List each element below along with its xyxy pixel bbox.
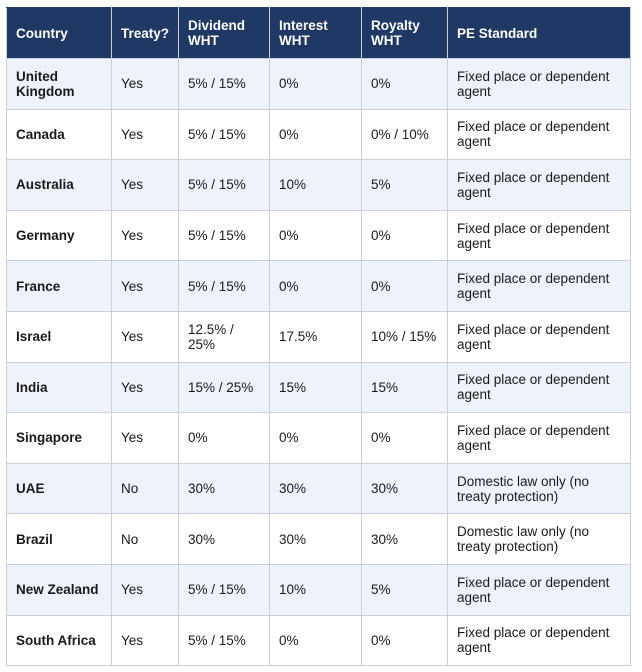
header-royalty-wht: Royalty WHT — [361, 7, 448, 59]
cell-pe-standard: Domestic law only (no treaty protection) — [447, 513, 631, 565]
cell-country: Australia — [6, 159, 112, 211]
cell-pe-standard: Fixed place or dependent agent — [447, 159, 631, 211]
cell-royalty: 5% — [361, 159, 448, 211]
cell-dividend: 30% — [178, 462, 270, 515]
cell-country: India — [6, 361, 112, 414]
cell-treaty: Yes — [111, 260, 179, 312]
table-row: UAE No 30% 30% 30% Domestic law only (no… — [6, 462, 631, 515]
header-row: Country Treaty? Dividend WHT Interest WH… — [6, 7, 631, 59]
cell-pe-standard: Fixed place or dependent agent — [447, 361, 631, 414]
cell-pe-standard: Fixed place or dependent agent — [447, 108, 631, 161]
cell-interest: 30% — [269, 513, 362, 565]
table-row: Australia Yes 5% / 15% 10% 5% Fixed plac… — [6, 159, 631, 211]
cell-treaty: Yes — [111, 412, 179, 464]
cell-country: New Zealand — [6, 563, 112, 616]
cell-interest: 0% — [269, 108, 362, 161]
cell-interest: 30% — [269, 462, 362, 515]
cell-country: Germany — [6, 209, 112, 262]
table-row: India Yes 15% / 25% 15% 15% Fixed place … — [6, 361, 631, 414]
cell-dividend: 5% / 15% — [178, 260, 270, 312]
cell-dividend: 5% / 15% — [178, 108, 270, 161]
cell-treaty: Yes — [111, 563, 179, 616]
table-row: New Zealand Yes 5% / 15% 10% 5% Fixed pl… — [6, 563, 631, 616]
header-pe-standard: PE Standard — [447, 7, 631, 59]
cell-treaty: Yes — [111, 361, 179, 414]
header-interest-wht: Interest WHT — [269, 7, 362, 59]
cell-interest: 10% — [269, 563, 362, 616]
table-header: Country Treaty? Dividend WHT Interest WH… — [6, 7, 631, 59]
cell-country: Singapore — [6, 412, 112, 464]
cell-interest: 0% — [269, 412, 362, 464]
cell-treaty: Yes — [111, 310, 179, 363]
cell-dividend: 5% / 15% — [178, 209, 270, 262]
header-country: Country — [6, 7, 112, 59]
table-row: Canada Yes 5% / 15% 0% 0% / 10% Fixed pl… — [6, 108, 631, 161]
cell-pe-standard: Fixed place or dependent agent — [447, 209, 631, 262]
cell-royalty: 0% — [361, 412, 448, 464]
cell-pe-standard: Fixed place or dependent agent — [447, 58, 631, 110]
table-row: France Yes 5% / 15% 0% 0% Fixed place or… — [6, 260, 631, 312]
cell-dividend: 5% / 15% — [178, 159, 270, 211]
cell-treaty: No — [111, 513, 179, 565]
table-row: Brazil No 30% 30% 30% Domestic law only … — [6, 513, 631, 565]
header-treaty: Treaty? — [111, 7, 179, 59]
cell-country: South Africa — [6, 614, 112, 667]
cell-interest: 0% — [269, 209, 362, 262]
cell-dividend: 5% / 15% — [178, 58, 270, 110]
cell-country: UAE — [6, 462, 112, 515]
treaty-comparison-table: Country Treaty? Dividend WHT Interest WH… — [6, 7, 631, 667]
cell-country: Brazil — [6, 513, 112, 565]
cell-royalty: 0% — [361, 58, 448, 110]
cell-dividend: 30% — [178, 513, 270, 565]
table-row: South Africa Yes 5% / 15% 0% 0% Fixed pl… — [6, 614, 631, 667]
cell-royalty: 15% — [361, 361, 448, 414]
cell-dividend: 12.5% / 25% — [178, 310, 270, 363]
cell-interest: 15% — [269, 361, 362, 414]
cell-royalty: 0% / 10% — [361, 108, 448, 161]
cell-royalty: 0% — [361, 260, 448, 312]
cell-country: United Kingdom — [6, 58, 112, 110]
cell-country: France — [6, 260, 112, 312]
cell-pe-standard: Fixed place or dependent agent — [447, 563, 631, 616]
cell-dividend: 5% / 15% — [178, 614, 270, 667]
cell-dividend: 15% / 25% — [178, 361, 270, 414]
cell-treaty: Yes — [111, 58, 179, 110]
cell-pe-standard: Fixed place or dependent agent — [447, 412, 631, 464]
cell-treaty: Yes — [111, 108, 179, 161]
cell-dividend: 5% / 15% — [178, 563, 270, 616]
cell-royalty: 30% — [361, 462, 448, 515]
cell-interest: 17.5% — [269, 310, 362, 363]
cell-pe-standard: Fixed place or dependent agent — [447, 310, 631, 363]
cell-treaty: Yes — [111, 209, 179, 262]
cell-country: Israel — [6, 310, 112, 363]
table-body: United Kingdom Yes 5% / 15% 0% 0% Fixed … — [6, 58, 631, 667]
treaty-table-container: Country Treaty? Dividend WHT Interest WH… — [6, 7, 631, 667]
cell-country: Canada — [6, 108, 112, 161]
cell-dividend: 0% — [178, 412, 270, 464]
cell-pe-standard: Fixed place or dependent agent — [447, 260, 631, 312]
header-dividend-wht: Dividend WHT — [178, 7, 270, 59]
cell-treaty: Yes — [111, 614, 179, 667]
cell-pe-standard: Fixed place or dependent agent — [447, 614, 631, 667]
cell-treaty: Yes — [111, 159, 179, 211]
cell-interest: 0% — [269, 260, 362, 312]
cell-royalty: 5% — [361, 563, 448, 616]
cell-royalty: 10% / 15% — [361, 310, 448, 363]
cell-royalty: 0% — [361, 209, 448, 262]
table-row: Germany Yes 5% / 15% 0% 0% Fixed place o… — [6, 209, 631, 262]
cell-royalty: 30% — [361, 513, 448, 565]
table-row: Israel Yes 12.5% / 25% 17.5% 10% / 15% F… — [6, 310, 631, 363]
cell-pe-standard: Domestic law only (no treaty protection) — [447, 462, 631, 515]
cell-interest: 10% — [269, 159, 362, 211]
cell-royalty: 0% — [361, 614, 448, 667]
cell-treaty: No — [111, 462, 179, 515]
cell-interest: 0% — [269, 614, 362, 667]
table-row: United Kingdom Yes 5% / 15% 0% 0% Fixed … — [6, 58, 631, 110]
table-row: Singapore Yes 0% 0% 0% Fixed place or de… — [6, 412, 631, 464]
cell-interest: 0% — [269, 58, 362, 110]
